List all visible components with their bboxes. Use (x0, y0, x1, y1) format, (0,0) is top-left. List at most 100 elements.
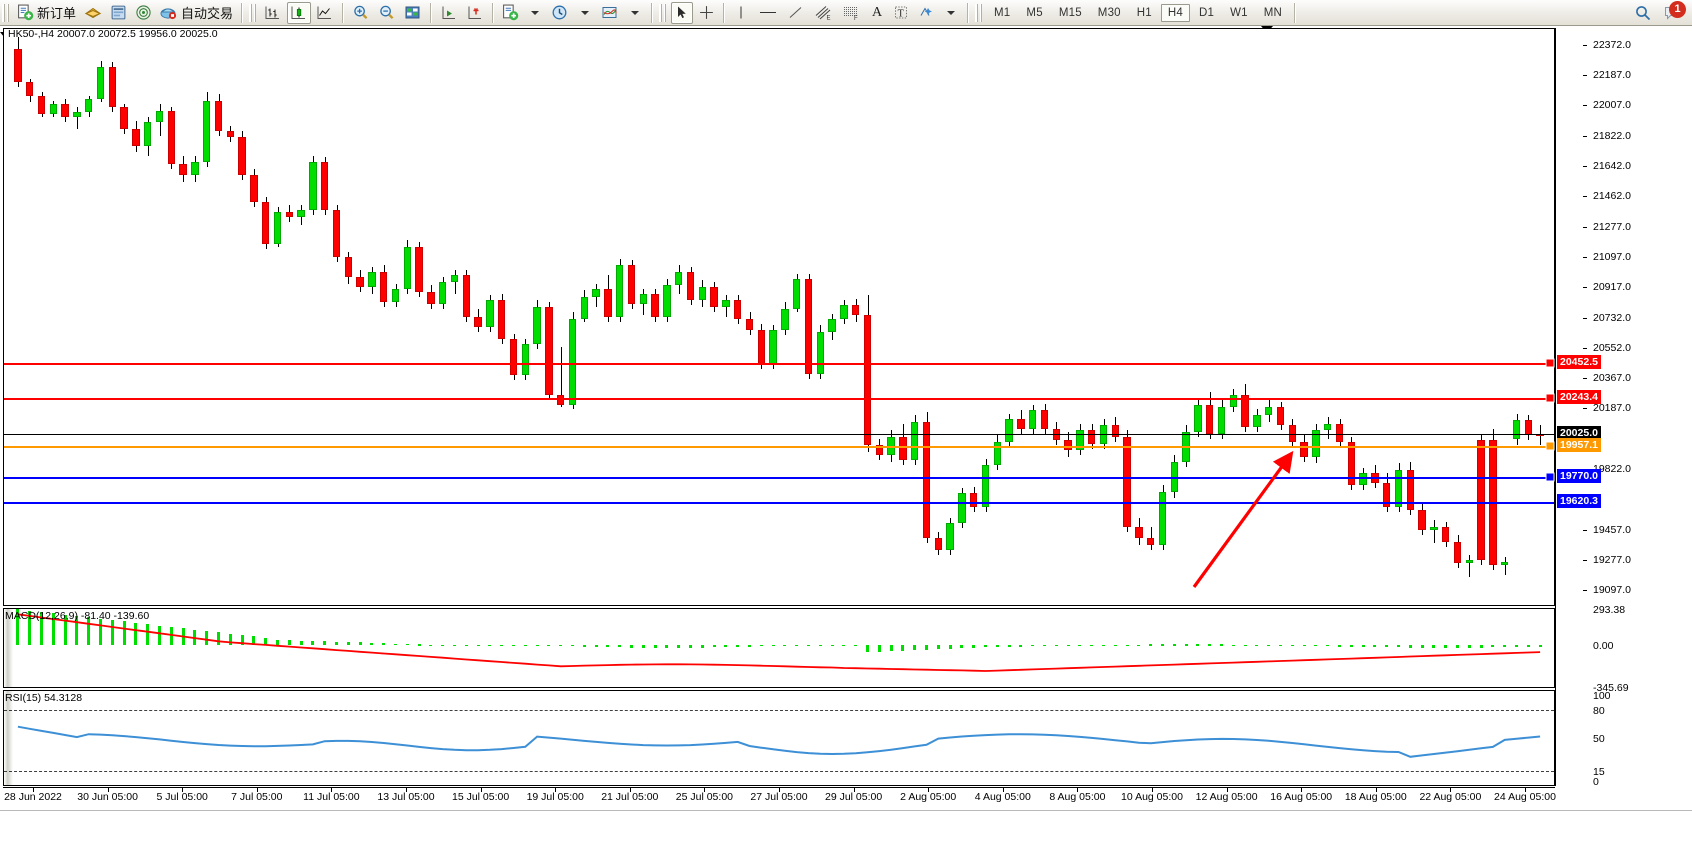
resistance-1-handle[interactable] (1545, 393, 1555, 403)
candle-body (675, 272, 683, 286)
bid-price-handle[interactable] (1545, 441, 1555, 451)
macd-histogram-bar (1054, 644, 1058, 647)
templates-dropdown[interactable] (624, 2, 646, 24)
zoom-in-button[interactable] (349, 2, 373, 24)
resistance-2-line[interactable] (4, 363, 1554, 366)
fibonacci-button[interactable]: F (838, 2, 864, 24)
toolbar-grip-3[interactable] (659, 3, 668, 22)
auto-trading-button[interactable]: 自动交易 (157, 2, 236, 24)
last-price-tag[interactable]: 20025.0 (1557, 426, 1601, 441)
candle-wick (1504, 556, 1506, 576)
rsi-panel-resizer[interactable] (4, 691, 13, 785)
macd-histogram-bar (1231, 644, 1235, 647)
candle-body (1324, 423, 1332, 431)
candle-body (1359, 473, 1367, 486)
macd-histogram-bar (500, 644, 504, 647)
timeframe-m15[interactable]: M15 (1058, 6, 1082, 19)
market-watch-grid-button[interactable] (401, 2, 425, 24)
candle-body (698, 287, 706, 301)
indicators-button[interactable] (499, 2, 522, 24)
price-panel[interactable] (3, 28, 1555, 606)
toolbar-grip-1[interactable] (2, 3, 10, 22)
horizontal-line-button[interactable] (754, 2, 782, 24)
navigator-button[interactable] (132, 2, 155, 24)
candle-body (273, 212, 282, 244)
candle-body (557, 395, 565, 406)
candle-body (745, 318, 754, 331)
candlestick-chart-button[interactable] (287, 1, 312, 24)
price-axis-tick (1583, 136, 1587, 138)
line-chart-button[interactable] (313, 2, 337, 24)
macd-histogram-bar (476, 644, 480, 647)
timeframe-m1[interactable]: M1 (994, 6, 1011, 19)
macd-panel-resizer[interactable] (4, 609, 13, 687)
macd-panel[interactable] (3, 608, 1555, 688)
candle-body (403, 247, 411, 289)
timeframe-m30[interactable]: M30 (1097, 6, 1121, 19)
candle-body (521, 343, 529, 376)
time-axis-tick (33, 788, 34, 792)
price-axis[interactable]: 22372.0 22187.0 22007.0 21822.0 21642.0 21462… (1555, 28, 1692, 606)
timeframe-w1[interactable]: W1 (1230, 6, 1248, 19)
notification-button[interactable]: 1 (1660, 0, 1686, 24)
toolbar-grip-4[interactable] (975, 3, 984, 22)
timeframe-mn[interactable]: MN (1263, 6, 1283, 19)
timeframe-m5[interactable]: M5 (1026, 6, 1043, 19)
toolbar-separator-8 (1294, 2, 1297, 23)
templates-button[interactable] (598, 2, 622, 24)
bid-price-tag[interactable]: 19957.1 (1557, 437, 1601, 452)
new-order-button[interactable]: 新订单 (14, 2, 79, 24)
chart-shift-button[interactable] (463, 2, 487, 24)
candle-body (486, 300, 494, 327)
time-axis-label: 2 Aug 05:00 (900, 791, 957, 803)
resistance-1-line[interactable] (4, 398, 1554, 400)
resistance-1-tag[interactable]: 20243.4 (1557, 390, 1601, 404)
vertical-line-icon (740, 6, 742, 19)
macd-histogram-bar (1302, 644, 1306, 647)
period-button[interactable] (548, 2, 572, 24)
timeframe-h1[interactable]: H1 (1136, 6, 1152, 19)
candle-body (757, 330, 765, 364)
last-price-line[interactable] (4, 434, 1554, 436)
cursor-button[interactable] (671, 1, 694, 24)
expert-advisor-button[interactable] (81, 2, 105, 24)
equidistant-channel-button[interactable]: E (810, 2, 836, 24)
trendline-button[interactable] (784, 2, 808, 24)
search-button[interactable] (1631, 2, 1655, 24)
support-2-tag[interactable]: 19620.3 (1557, 493, 1601, 508)
candle-body (958, 493, 966, 524)
support-1-tag[interactable]: 19770.0 (1557, 468, 1601, 483)
macd-signal-line (17, 613, 1541, 672)
support-1-line[interactable] (4, 476, 1554, 479)
toolbar-grip-2[interactable] (249, 3, 258, 22)
support-1-handle[interactable] (1545, 472, 1555, 482)
crosshair-button[interactable] (695, 2, 718, 24)
period-dropdown[interactable] (574, 2, 596, 24)
timeframe-d1[interactable]: D1 (1199, 6, 1215, 19)
bid-price-line[interactable] (4, 445, 1554, 448)
resistance-2-handle[interactable] (1545, 358, 1555, 368)
chart-container[interactable]: HK50-,H4 20007.0 20072.5 19956.0 20025.0… (0, 26, 1692, 849)
time-axis-tick (1301, 788, 1303, 792)
text-label-button[interactable]: T (890, 2, 912, 24)
rsi-axis-label: 100 (1593, 690, 1611, 702)
bar-chart-button[interactable] (261, 2, 285, 24)
auto-scroll-button[interactable] (437, 2, 461, 24)
price-axis-label: 19097.0 (1593, 583, 1631, 596)
rsi-panel[interactable] (3, 690, 1555, 786)
time-axis[interactable]: 28 Jun 2022 30 Jun 05:00 5 Jul 05:00 7 Jul … (3, 788, 1556, 810)
objects-button[interactable] (914, 2, 938, 24)
zoom-out-button[interactable] (375, 2, 399, 24)
vertical-line-button[interactable] (730, 2, 752, 24)
indicators-dropdown[interactable] (524, 2, 546, 24)
candle-body (852, 305, 860, 316)
text-button[interactable]: A (866, 2, 888, 24)
time-axis-tick (182, 788, 184, 792)
market-watch-button[interactable] (107, 2, 130, 24)
macd-histogram-bar (547, 644, 551, 647)
resistance-2-tag[interactable]: 20452.5 (1557, 355, 1601, 370)
support-2-line[interactable] (4, 501, 1554, 504)
price-axis-tick (1583, 559, 1587, 561)
objects-dropdown[interactable] (940, 2, 962, 24)
timeframe-h4[interactable]: H4 (1160, 3, 1190, 22)
